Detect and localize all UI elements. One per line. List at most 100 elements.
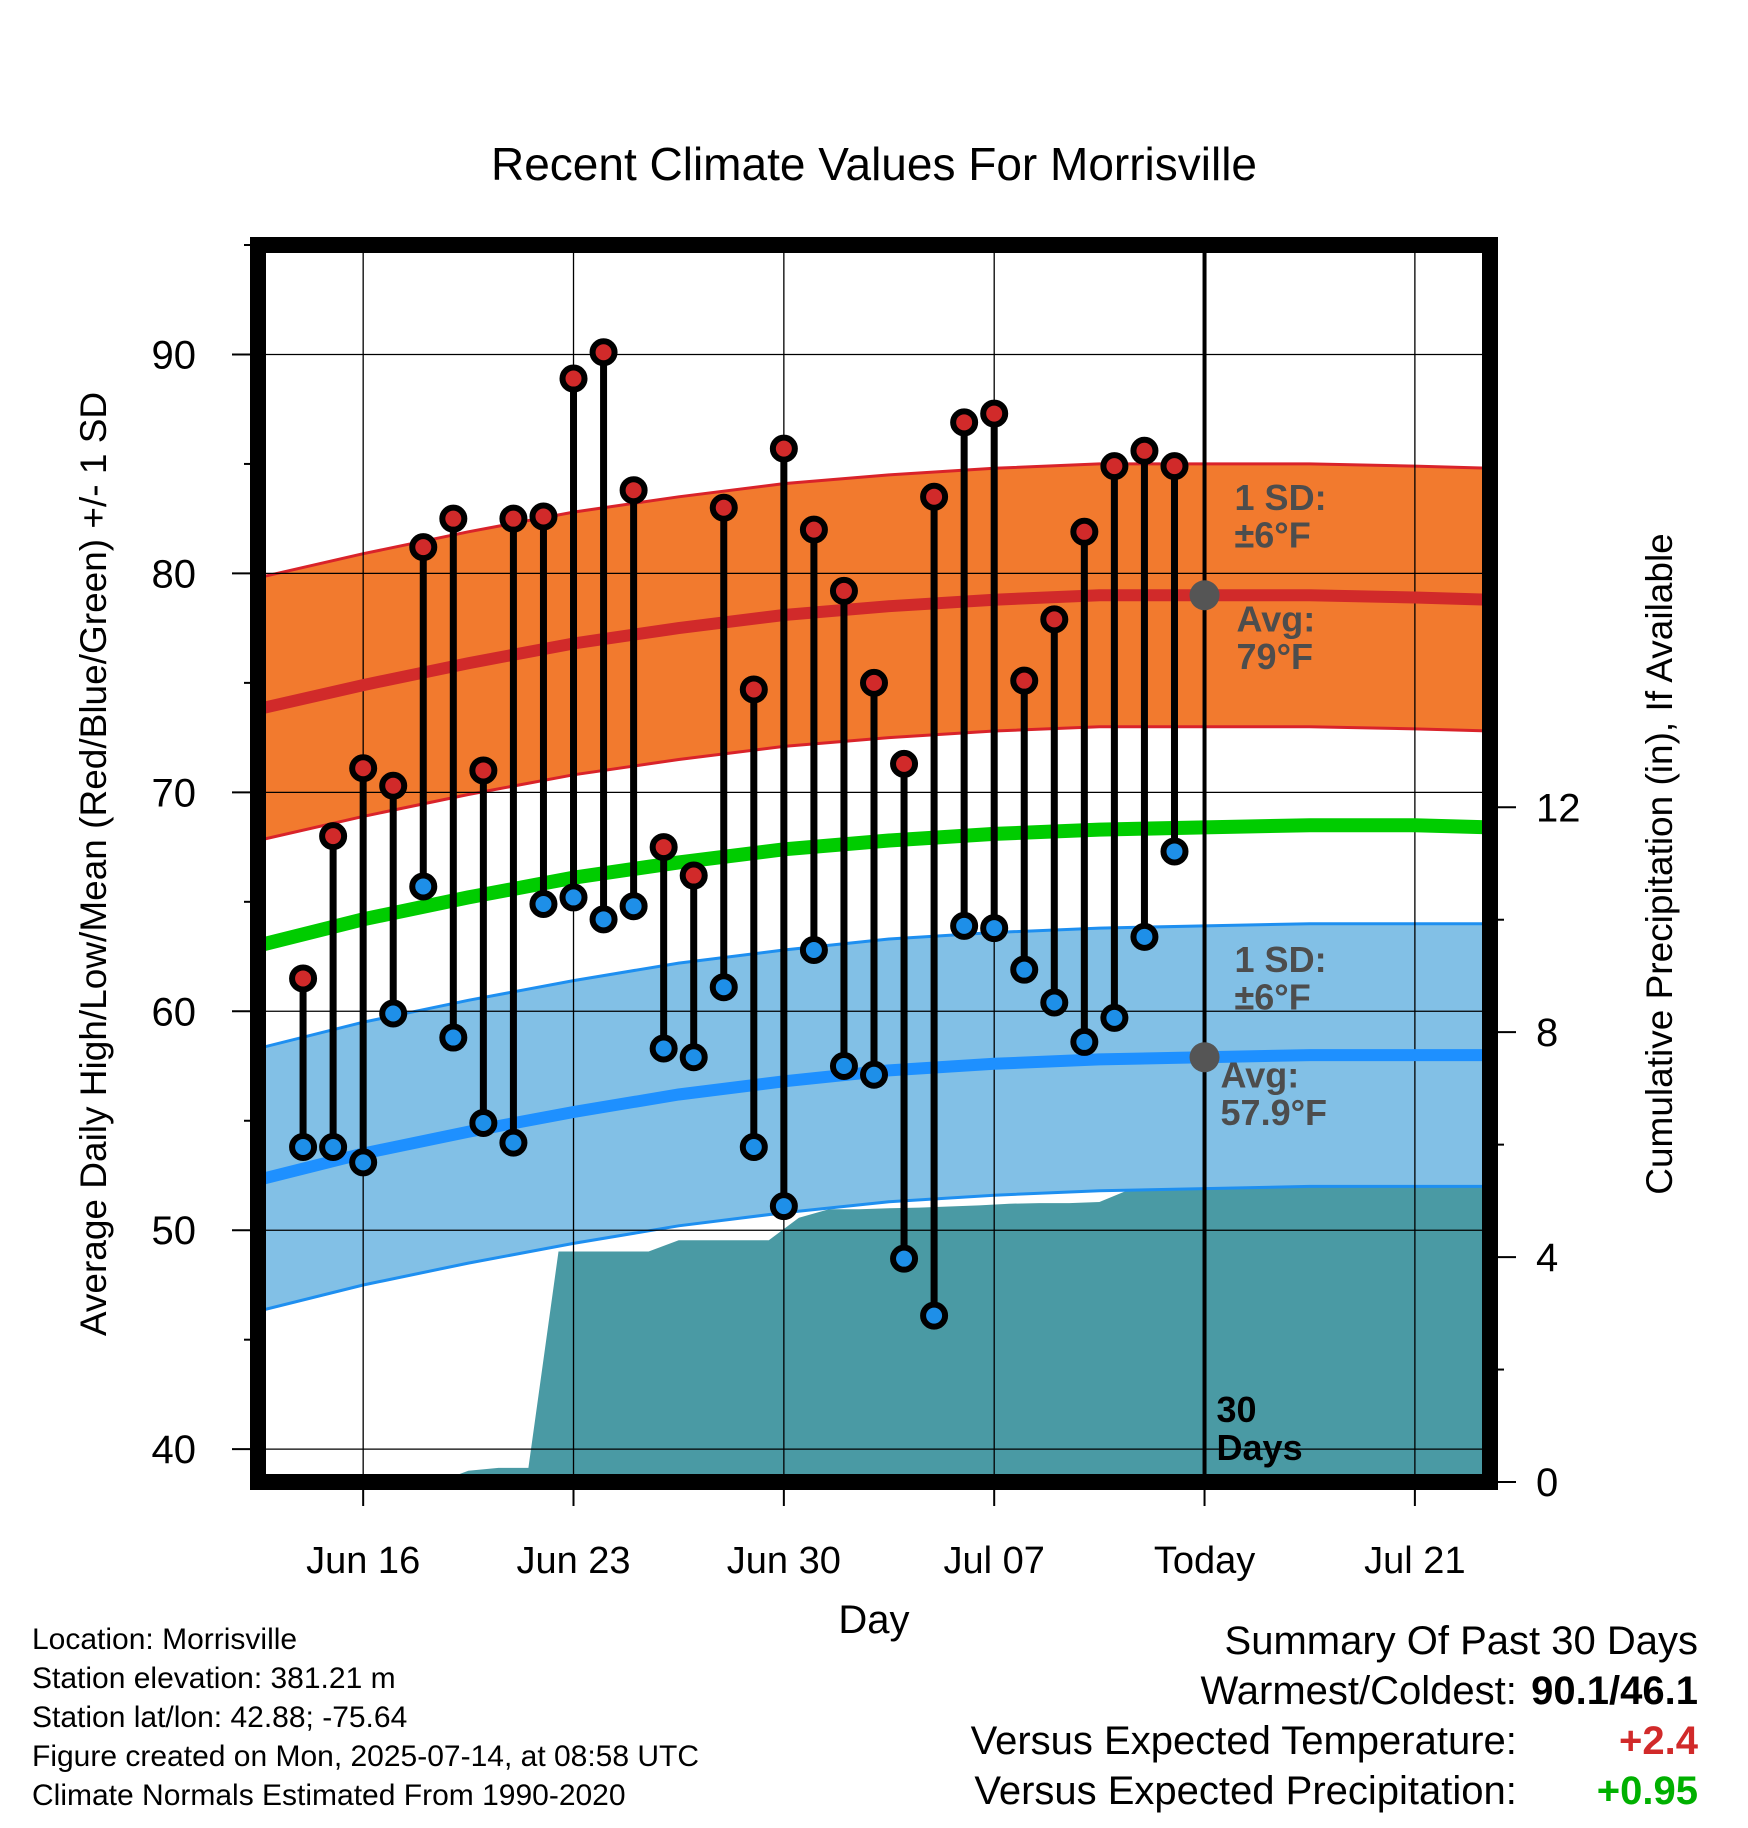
x-tick-label: Jun 30 — [727, 1540, 841, 1582]
y-axis-label: Average Daily High/Low/Mean (Red/Blue/Gr… — [73, 392, 114, 1336]
high-point — [950, 408, 979, 437]
low-point — [860, 1060, 888, 1089]
low-point — [589, 905, 618, 934]
plot-frame — [250, 237, 1498, 1490]
high-point — [589, 338, 618, 367]
high-point — [679, 861, 708, 890]
summary-title: Summary Of Past 30 Days — [1224, 1619, 1698, 1663]
high-point — [739, 675, 768, 704]
low-point — [679, 1043, 708, 1072]
x-tick-label: Jun 23 — [516, 1540, 630, 1582]
warm-cold-row: Warmest/Coldest: 90.1/46.1 — [971, 1666, 1699, 1716]
precipitation-area — [262, 1180, 1486, 1482]
high-point — [920, 482, 949, 511]
low-point — [709, 973, 738, 1002]
high-sd-annotation: 1 SD: ±6°F — [1235, 477, 1327, 556]
high-point — [499, 504, 528, 533]
low-point — [319, 1133, 348, 1162]
low-sd-band — [262, 923, 1486, 1311]
mean-line — [262, 818, 1486, 952]
high-point — [319, 822, 348, 851]
high-avg-line — [262, 589, 1486, 715]
high-point — [1070, 517, 1099, 546]
low-point — [619, 892, 648, 921]
low-point — [1070, 1027, 1099, 1056]
temp-label: Versus Expected Temperature: — [970, 1719, 1517, 1763]
y2-tick-label: 8 — [1536, 1011, 1558, 1055]
x-tick-label: Today — [1154, 1540, 1255, 1582]
summary-panel: Summary Of Past 30 Days Warmest/Coldest:… — [971, 1616, 1698, 1816]
high-point — [890, 749, 919, 778]
low-point — [649, 1034, 678, 1063]
high-avg-annotation: Avg: 79°F — [1237, 598, 1316, 677]
high-point — [1040, 605, 1069, 634]
high-point — [709, 493, 738, 522]
low-point — [920, 1301, 949, 1330]
high-point — [860, 668, 888, 697]
created-text: Figure created on Mon, 2025-07-14, at 08… — [32, 1740, 700, 1773]
high-point — [769, 434, 798, 463]
low-point — [799, 935, 828, 964]
low-sd-annotation: 1 SD: ±6°F — [1235, 939, 1327, 1018]
warm-cold-value: 90.1/46.1 — [1531, 1669, 1698, 1713]
precip-value: +0.95 — [1596, 1769, 1698, 1813]
high-point — [379, 771, 408, 800]
temp-row: Versus Expected Temperature: +2.4 — [971, 1716, 1698, 1766]
high-point — [439, 504, 468, 533]
high-point — [469, 756, 498, 785]
low-point — [289, 1133, 318, 1162]
low-point — [890, 1244, 919, 1273]
low-point — [469, 1108, 498, 1137]
low-point — [529, 890, 558, 919]
y2-tick-label: 0 — [1536, 1461, 1558, 1505]
low-point — [1100, 1003, 1129, 1032]
high-point — [980, 399, 1009, 428]
low-point — [409, 872, 438, 901]
x-tick-label: Jun 16 — [306, 1540, 420, 1582]
high-point — [1130, 436, 1159, 465]
high-sd-band-lower-edge — [262, 725, 1486, 842]
high-point — [619, 476, 648, 505]
high-point — [349, 754, 378, 783]
high-point — [559, 364, 588, 393]
high-point — [529, 502, 558, 531]
x-tick-label: Jul 07 — [943, 1540, 1044, 1582]
y2-tick-label: 4 — [1536, 1236, 1558, 1280]
chart-title: Recent Climate Values For Morrisville — [491, 138, 1257, 190]
low-point — [739, 1133, 768, 1162]
low-point — [1130, 922, 1159, 951]
high-sd-band-upper-edge — [262, 462, 1486, 579]
high-sd-band — [262, 463, 1486, 840]
low-point — [499, 1128, 528, 1157]
low-point — [950, 911, 979, 940]
high-point — [1160, 452, 1189, 481]
y-tick-label: 40 — [152, 1428, 197, 1472]
temp-value: +2.4 — [1619, 1719, 1698, 1763]
y-tick-label: 70 — [152, 771, 197, 815]
y-tick-label: 80 — [152, 552, 197, 596]
y-tick-label: 50 — [152, 1209, 197, 1253]
low-sd-band-lower-edge — [262, 1184, 1486, 1312]
high-avg-marker — [1189, 580, 1220, 611]
low-avg-line — [262, 1049, 1486, 1186]
low-sd-band-upper-edge — [262, 922, 1486, 1050]
low-point — [769, 1192, 798, 1221]
high-point — [799, 515, 828, 544]
x-tick-label: Jul 21 — [1364, 1540, 1465, 1582]
high-point — [649, 833, 678, 862]
high-point — [289, 964, 318, 993]
low-point — [349, 1148, 378, 1177]
low-point — [379, 999, 408, 1028]
low-point — [829, 1052, 858, 1081]
low-avg-annotation: Avg: 57.9°F — [1221, 1054, 1327, 1133]
low-point — [980, 914, 1009, 943]
latlon-text: Station lat/lon: 42.88; -75.64 — [32, 1701, 408, 1734]
days-annotation: 30 Days — [1217, 1389, 1303, 1468]
low-point — [559, 883, 588, 912]
plot-area: 1 SD: ±6°F Avg: 79°F 1 SD: ±6°F Avg: 57.9°F 30 Da… — [152, 237, 1581, 1582]
normals-text: Climate Normals Estimated From 1990-2020 — [32, 1779, 626, 1812]
high-point — [1010, 666, 1039, 695]
elevation-text: Station elevation: 381.21 m — [32, 1662, 396, 1695]
y2-tick-label: 12 — [1536, 786, 1581, 830]
